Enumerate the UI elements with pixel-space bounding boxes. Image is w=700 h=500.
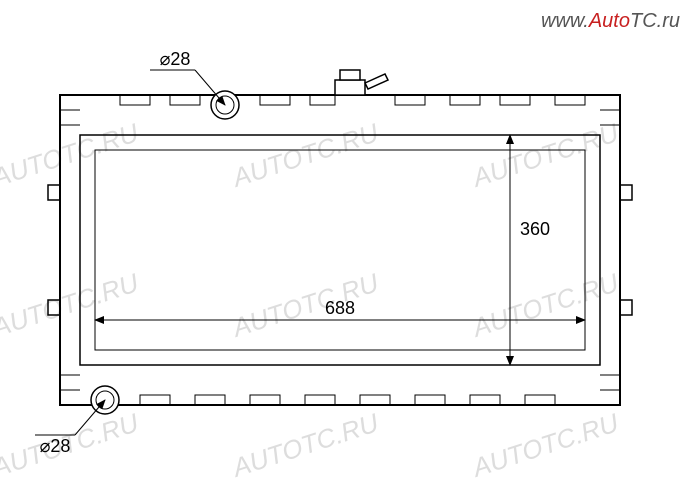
vdim bbox=[490, 135, 530, 365]
filler-cap bbox=[335, 70, 388, 95]
vdim-label: 360 bbox=[520, 219, 550, 239]
outer-tank bbox=[60, 95, 620, 405]
bottom-dia-label: ⌀28 bbox=[40, 436, 71, 456]
hdim-label: 688 bbox=[325, 298, 355, 318]
bottom-tank-detail bbox=[60, 375, 620, 405]
side-brackets bbox=[48, 185, 632, 315]
radiator-diagram: ⌀28 ⌀28 688 360 bbox=[0, 0, 700, 500]
core bbox=[80, 135, 600, 365]
top-tank-detail bbox=[60, 95, 620, 125]
top-dia-label: ⌀28 bbox=[160, 49, 191, 69]
